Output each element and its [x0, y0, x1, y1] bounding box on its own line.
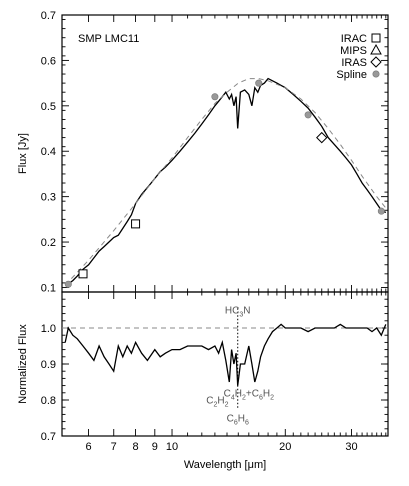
- spline-point: [255, 79, 263, 87]
- iras-point: [316, 131, 328, 144]
- formula-text: H: [238, 414, 245, 425]
- legend-label: IRAS: [341, 57, 367, 69]
- y-tick-label: 0.6: [41, 55, 56, 67]
- subscript: 2: [225, 402, 229, 409]
- y-tick-label: 0.3: [41, 192, 56, 204]
- molecule-label: C2H2: [206, 396, 228, 409]
- x-tick-label: 6: [85, 441, 91, 453]
- y-tick-label: 1.0: [41, 323, 56, 335]
- subscript: 2: [242, 394, 246, 401]
- x-tick-label: 30: [345, 441, 357, 453]
- molecule-label: C4H2+C6H2: [224, 388, 274, 401]
- spline-point: [304, 111, 312, 119]
- y-tick-label: 0.7: [41, 431, 56, 443]
- y-axis-title: Flux [Jy]: [17, 133, 29, 174]
- formula-text: C: [224, 388, 231, 399]
- formula-text: H: [217, 396, 224, 407]
- x-tick-label: 9: [152, 441, 158, 453]
- y-tick-label: 0.9: [41, 359, 56, 371]
- x-axis-title: Wavelength [μm]: [184, 459, 266, 471]
- legend-marker-diamond: [370, 56, 382, 68]
- spline-point: [211, 93, 219, 101]
- y-tick-label: 0.2: [41, 237, 56, 249]
- irac-point: [78, 269, 88, 279]
- legend-label: Spline: [336, 69, 367, 81]
- spline-point: [64, 280, 72, 288]
- legend-label: IRAC: [341, 33, 367, 45]
- subscript: 2: [213, 402, 217, 409]
- y-tick-label: 0.7: [41, 10, 56, 22]
- irac-point: [131, 219, 141, 229]
- plot-frame: [61, 14, 389, 293]
- molecule-label: C6H6: [227, 414, 249, 427]
- formula-text: +C: [246, 388, 259, 399]
- subscript: 4: [231, 394, 235, 401]
- chart-annotation-title: SMP LMC11: [78, 33, 139, 45]
- spectrum-line: [64, 77, 387, 286]
- formula-text: C: [206, 396, 213, 407]
- subscript: 6: [245, 420, 249, 427]
- bottom-panel: 0.7 0.8 0.9 1.0 6 7 8 9 10 20 30 Normalized Flux Wav…: [17, 291, 389, 471]
- y-tick-label: 0.5: [41, 101, 56, 113]
- formula-text: N: [243, 306, 250, 317]
- formula-text: H: [263, 388, 270, 399]
- top-panel: 0.1 0.2 0.3 0.4 0.5 0.6 0.7 Flux [Jy] SMP LMC11 I…: [17, 10, 389, 294]
- spectrum-line: [64, 323, 387, 386]
- subscript: 3: [239, 312, 243, 319]
- legend-marker-square: [371, 33, 381, 43]
- y-tick-label: 0.8: [41, 395, 56, 407]
- x-tick-label: 10: [166, 441, 178, 453]
- legend-marker-filled-circle: [372, 70, 380, 78]
- molecule-label: HC3N: [225, 306, 251, 319]
- x-tick-label: 7: [111, 441, 117, 453]
- formula-text: C: [227, 414, 234, 425]
- subscript: 6: [259, 394, 263, 401]
- spline-point: [377, 207, 385, 215]
- formula-text: H: [235, 388, 242, 399]
- y-tick-label: 0.4: [41, 146, 56, 158]
- legend-label: MIPS: [340, 45, 367, 57]
- y-tick-label: 0.1: [41, 282, 56, 294]
- subscript: 6: [234, 420, 238, 427]
- x-tick-label: 8: [133, 441, 139, 453]
- subscript: 2: [270, 394, 274, 401]
- y-axis-title: Normalized Flux: [17, 324, 29, 404]
- formula-text: HC: [225, 306, 239, 317]
- continuum-line: [64, 78, 387, 286]
- legend-marker-triangle: [370, 43, 382, 55]
- x-tick-label: 20: [279, 441, 291, 453]
